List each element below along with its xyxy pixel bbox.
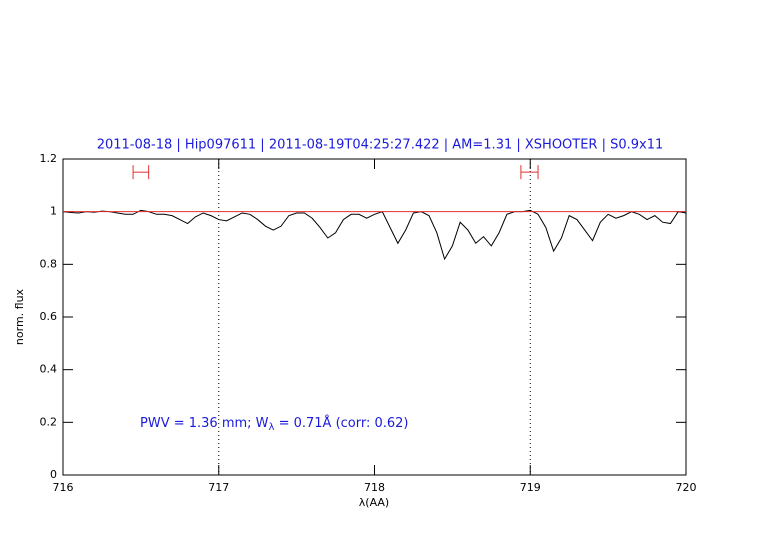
- x-tick-label: 720: [676, 481, 697, 494]
- x-tick-label: 716: [53, 481, 74, 494]
- series-line: [62, 209, 687, 261]
- x-tick-label: 719: [520, 481, 541, 494]
- x-tick-label: 717: [208, 481, 229, 494]
- annotation-subscript: λ: [269, 422, 275, 433]
- y-axis-label: norm. flux: [13, 288, 26, 345]
- annotation: PWV = 1.36 mm; Wλ = 0.71Å (corr: 0.62): [140, 415, 409, 434]
- y-tick-label: 0.6: [40, 310, 58, 323]
- y-tick-label: 0.8: [40, 257, 58, 270]
- y-tick-label: 1: [50, 205, 57, 218]
- x-axis-label: λ(AA): [359, 496, 389, 509]
- x-tick-label: 718: [364, 481, 385, 494]
- chart-title: 2011-08-18 | Hip097611 | 2011-08-19T04:2…: [97, 138, 664, 153]
- y-tick-label: 0.2: [40, 415, 58, 428]
- y-tick-label: 1.2: [40, 152, 58, 165]
- annotation-text: = 0.71Å (corr: 0.62): [274, 415, 408, 431]
- y-tick-label: 0: [50, 468, 57, 481]
- y-tick-label: 0.4: [40, 363, 58, 376]
- annotation-text: PWV = 1.36 mm; W: [140, 416, 269, 431]
